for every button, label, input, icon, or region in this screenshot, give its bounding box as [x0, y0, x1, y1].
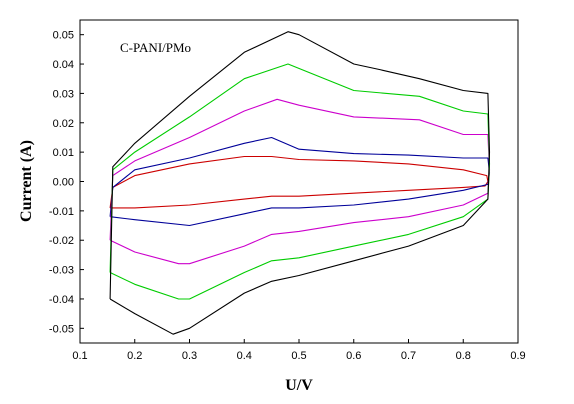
x-axis-ticks: 0.1 0.2 0.3 0.4 0.5 0.6 0.7 0.8 0.9	[72, 339, 526, 362]
series-line-4	[109, 63, 491, 300]
y-tick-label: -0.02	[49, 235, 74, 247]
y-tick-label: -0.03	[49, 265, 74, 277]
series-line-5	[109, 31, 491, 335]
series-line-2	[109, 136, 491, 227]
x-tick-label: 0.8	[456, 350, 471, 362]
x-tick-label: 0.5	[291, 350, 306, 362]
x-tick-label: 0.2	[127, 350, 142, 362]
y-tick-label: 0.00	[53, 177, 74, 189]
x-tick-label: 0.9	[510, 350, 525, 362]
x-axis-title: U/V	[285, 377, 313, 394]
series-layer	[109, 31, 491, 335]
y-axis-ticks: -0.05 -0.04 -0.03 -0.02 -0.01 0.00 0.01 0.02 0.0…	[49, 30, 84, 335]
x-tick-label: 0.6	[346, 350, 361, 362]
y-tick-label: -0.05	[49, 323, 74, 335]
y-tick-label: 0.03	[53, 88, 74, 100]
series-line-1	[109, 155, 489, 209]
series-line-3	[109, 98, 491, 265]
chart-annotation: C-PANI/PMo	[120, 40, 191, 55]
y-tick-label: 0.02	[53, 118, 74, 130]
y-tick-label: 0.04	[53, 59, 74, 71]
x-tick-label: 0.4	[237, 350, 252, 362]
y-tick-label: 0.01	[53, 147, 74, 159]
x-tick-label: 0.7	[401, 350, 416, 362]
x-tick-label: 0.1	[72, 350, 87, 362]
y-tick-label: 0.05	[53, 30, 74, 42]
y-tick-label: -0.04	[49, 294, 74, 306]
x-tick-label: 0.3	[182, 350, 197, 362]
y-tick-label: -0.01	[49, 206, 74, 218]
y-axis-title: Current (A)	[18, 140, 35, 222]
